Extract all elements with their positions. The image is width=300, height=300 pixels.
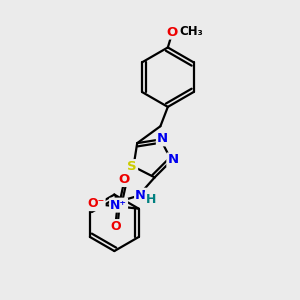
Text: H: H [146,193,156,206]
Text: O: O [167,26,178,38]
Text: O: O [118,173,130,186]
Text: N⁺: N⁺ [110,199,127,212]
Text: N: N [135,189,146,202]
Text: S: S [128,160,137,173]
Text: O⁻: O⁻ [87,197,105,210]
Text: N: N [157,132,168,145]
Text: O: O [111,220,121,233]
Text: CH₃: CH₃ [180,25,203,38]
Text: N: N [167,154,178,166]
